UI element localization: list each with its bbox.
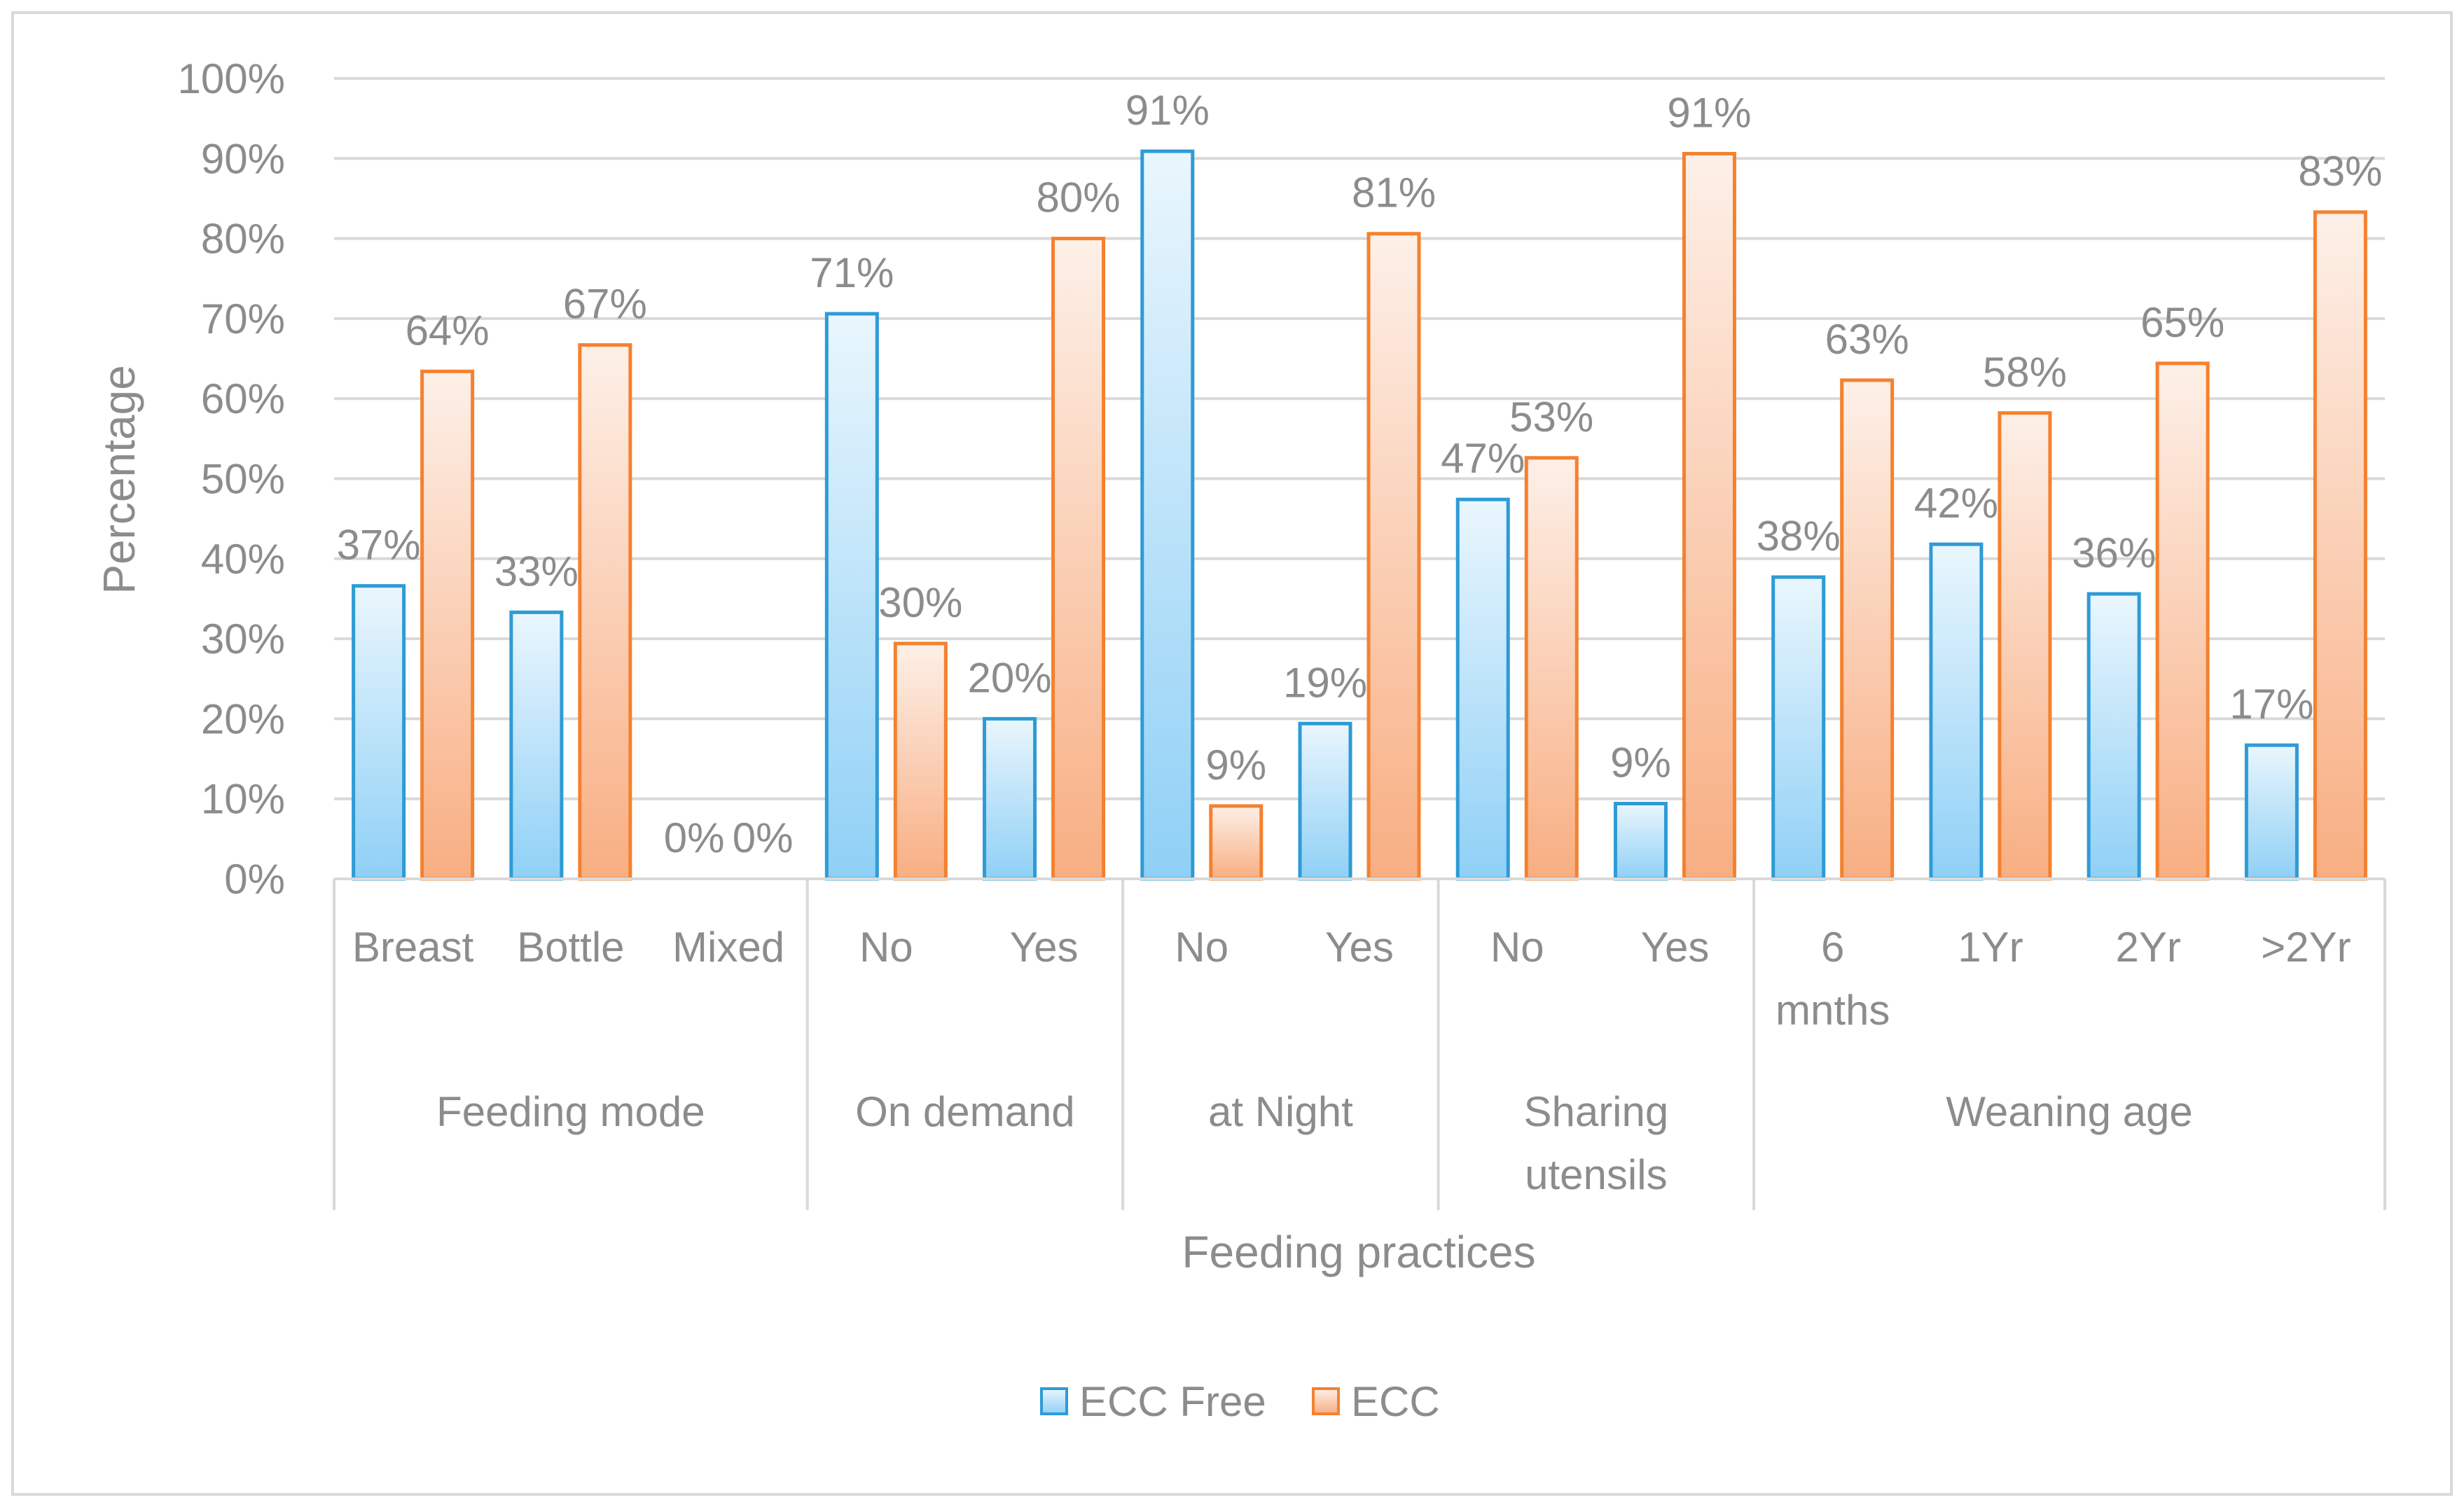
x-category-label: 1Yr [1958,924,2023,971]
data-label: 65% [2140,299,2224,346]
data-label: 33% [494,548,579,595]
x-category-label: Bottle [517,924,624,971]
x-group-label: at Night [1208,1088,1353,1135]
bar-ecc-free [2086,592,2141,881]
data-label: 58% [1983,349,2067,396]
data-label: 9% [1205,742,1266,789]
x-category-label: Breast [352,924,474,971]
bar-ecc-free [1140,149,1195,881]
y-tick-label: 60% [201,375,285,422]
data-label: 37% [337,522,421,569]
data-label: 42% [1914,480,1998,527]
x-category-label: No [859,924,913,971]
x-group-label: Feeding mode [436,1088,705,1135]
bar-ecc [1682,151,1736,881]
data-label: 47% [1441,435,1525,482]
x-category-label: 6 [1821,924,1844,971]
y-tick-label: 90% [201,135,285,182]
x-group-label: On demand [855,1088,1075,1135]
legend-swatch-ecc-free [1040,1387,1068,1415]
x-category-label: Yes [1325,924,1394,971]
x-category-label: Mixed [672,924,784,971]
x-category-label: mnths [1776,987,1890,1034]
bar-ecc [1051,237,1106,881]
legend-label-ecc-free: ECC Free [1079,1378,1266,1425]
data-label: 53% [1509,394,1593,440]
bar-ecc-free [1613,802,1668,881]
data-label: 0% [733,814,794,861]
bar-ecc-free [1929,542,1984,881]
x-category-label: Yes [1641,924,1710,971]
data-label: 80% [1036,174,1120,221]
bar-ecc [2313,210,2367,881]
bar-ecc-free [352,584,406,881]
bar-ecc [420,369,475,881]
data-label: 9% [1610,739,1671,786]
data-label: 63% [1825,316,1909,363]
data-label: 19% [1283,659,1367,706]
bar-ecc [1366,232,1421,881]
bar-ecc-free [509,610,564,881]
bar-ecc-free [983,716,1037,881]
data-label: 91% [1126,87,1210,134]
x-axis: Breast Bottle Mixed No Yes No Yes No Yes 6 mnths 1Y… [333,877,2386,1210]
y-tick-label: 50% [201,456,285,503]
data-label: 30% [878,579,962,626]
x-group-label: utensils [1525,1151,1667,1198]
data-label: 81% [1352,169,1436,216]
x-category-label: No [1175,924,1228,971]
data-label: 36% [2072,529,2156,576]
y-axis-title: Percentage [94,365,144,594]
legend: ECC Free ECC [1040,1378,1440,1425]
y-tick-label: 0% [224,856,285,903]
data-label: 0% [664,814,725,861]
y-axis: 0% 10% 20% 30% 40% 50% 60% 70% 80% 90% 100% [178,55,285,903]
bar-ecc [1840,378,1895,881]
bar-ecc-free [2244,743,2299,881]
data-label: 38% [1757,513,1841,560]
x-group-label: Weaning age [1946,1088,2193,1135]
bar-ecc [2155,361,2210,881]
data-label: 67% [563,281,647,328]
data-label: 71% [810,249,894,296]
data-label: 83% [2298,148,2382,195]
data-labels: 37%64%33%67%0% 0%71%30%20%80%91%9%19%81%4… [337,87,2383,861]
bar-ecc-free [824,312,879,881]
bar-ecc [578,343,632,881]
x-axis-title: Feeding practices [1182,1227,1535,1277]
bar-ecc [1998,411,2052,881]
y-tick-label: 70% [201,296,285,342]
y-tick-label: 100% [178,55,285,102]
y-tick-label: 20% [201,695,285,742]
x-group-label: Sharing [1523,1088,1668,1135]
x-category-label: No [1490,924,1544,971]
bar-ecc-free [1771,575,1826,881]
bar-ecc [1209,804,1264,881]
y-tick-label: 40% [201,536,285,583]
bar-ecc-free [1455,497,1510,881]
bar-ecc [1524,456,1579,881]
data-label: 91% [1667,89,1751,136]
bar-ecc-free [1298,721,1352,881]
y-tick-label: 10% [201,776,285,823]
bars [352,149,2367,881]
bar-ecc [893,641,948,881]
legend-swatch-ecc [1312,1387,1340,1415]
x-category-label: 2Yr [2115,924,2180,971]
y-tick-label: 30% [201,616,285,662]
data-label: 17% [2229,681,2313,728]
y-tick-label: 80% [201,216,285,263]
x-category-label: >2Yr [2261,924,2351,971]
legend-label-ecc: ECC [1351,1378,1440,1425]
data-label: 64% [406,307,490,354]
data-label: 20% [967,654,1051,701]
x-category-label: Yes [1010,924,1079,971]
